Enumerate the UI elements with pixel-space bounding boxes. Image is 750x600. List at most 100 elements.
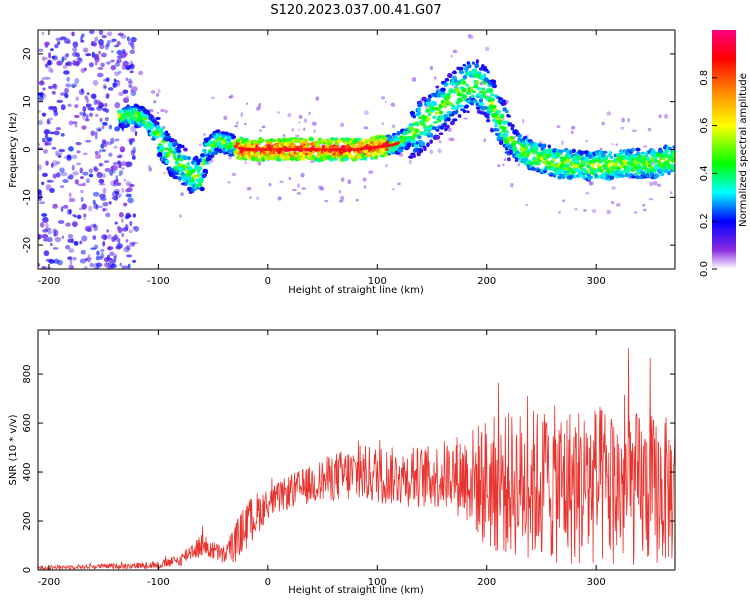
spectrogram-noise-blob xyxy=(112,82,118,88)
spectrogram-ridge-cell xyxy=(409,139,414,143)
spectrogram-noise-blob xyxy=(56,41,61,46)
spectrogram-noise-blob xyxy=(38,95,44,102)
spectrogram-ridge-cell xyxy=(607,163,611,168)
spectrogram-ridge-cell xyxy=(512,140,518,144)
spectrogram-halo-blob xyxy=(236,121,239,125)
spectrogram-halo-blob xyxy=(338,199,344,203)
spectrogram-ridge-cell xyxy=(660,157,666,161)
spectrogram-halo-blob xyxy=(633,211,638,214)
spectrogram-noise-blob xyxy=(88,173,94,178)
spectrogram-ridge-cell xyxy=(489,100,495,105)
spectrogram-halo-blob xyxy=(277,196,282,201)
spectrogram-noise-blob xyxy=(88,112,94,117)
spectrogram-halo-blob xyxy=(447,127,452,132)
spectrogram-noise-blob xyxy=(125,181,132,187)
colorbar-tick-label: 0.2 xyxy=(699,213,710,229)
spectrogram-noise-blob xyxy=(66,222,71,226)
spectrogram-noise-blob xyxy=(42,87,46,91)
spectrogram-noise-blob xyxy=(104,167,111,172)
spectrogram-noise-blob xyxy=(56,152,63,156)
spectrogram-ridge-cell xyxy=(651,151,657,155)
spectrogram-halo-blob xyxy=(585,192,590,195)
spectrogram-noise-blob xyxy=(52,203,58,209)
spectrogram-ridge-cell xyxy=(440,91,446,95)
spectrogram-ridge-cell xyxy=(588,175,594,180)
spectrogram-halo-blob xyxy=(180,192,184,197)
spectrogram-noise-blob xyxy=(98,183,106,186)
spectrogram-noise-blob xyxy=(114,126,121,132)
spectrogram-ridge-cell xyxy=(411,154,417,158)
colorbar-ticks: 0.0 0.2 0.4 0.6 0.8 xyxy=(699,70,717,277)
colorbar-tick-label: 0.0 xyxy=(699,261,710,277)
spectrogram-noise-blob xyxy=(46,138,51,142)
spectrogram-ridge-cell xyxy=(440,87,446,93)
spectrogram-ridge-cell xyxy=(176,148,182,154)
spectrogram-halo-blob xyxy=(642,145,648,148)
spectrogram-ridge-cell xyxy=(418,148,424,154)
spectrogram-halo-blob xyxy=(497,164,501,168)
spectrogram-ridge-cell xyxy=(604,156,609,160)
spectrogram-ridge-cell xyxy=(269,137,274,143)
spectrogram-ridge-cell xyxy=(571,148,576,154)
spectrogram-ridge-cell xyxy=(432,115,436,119)
spectrogram-halo-blob xyxy=(648,127,652,132)
spectrogram-ridge-cell xyxy=(409,111,416,115)
spectrogram-noise-blob xyxy=(92,191,100,197)
spectrogram-noise-blob xyxy=(107,245,114,251)
spectrogram-halo-blob xyxy=(261,125,266,129)
spectrogram-ridge-cell xyxy=(281,150,286,156)
spectrogram-ridge-cell xyxy=(221,134,226,138)
spectrogram-noise-blob xyxy=(107,233,112,240)
spectrogram-ridge-cell xyxy=(462,87,466,93)
spectrogram-halo-blob xyxy=(573,208,579,211)
spectrogram-ridge-cell xyxy=(451,71,457,75)
spectrogram-ridge-cell xyxy=(444,77,450,82)
spectrogram-ridge-cell xyxy=(514,159,519,162)
spectrogram-halo-blob xyxy=(228,96,232,99)
spectrogram-ridge-cell xyxy=(457,80,462,84)
spectrogram-ridge-cell xyxy=(507,157,511,162)
spectrogram-noise-blob xyxy=(43,250,50,257)
spectrogram-halo-blob xyxy=(606,210,611,215)
spectrogram-noise-blob xyxy=(52,160,59,167)
spectrogram-ridge-cell xyxy=(667,171,671,176)
spectrogram-ridge-cell xyxy=(155,121,160,126)
colorbar-gradient xyxy=(712,30,736,269)
spectrogram-halo-blob xyxy=(308,111,311,115)
spectrogram-ridge-cell xyxy=(475,59,480,64)
spectrogram-noise-blob xyxy=(123,202,128,207)
spectrogram-noise-blob xyxy=(106,229,110,233)
spectrogram-halo-blob xyxy=(363,185,367,189)
spectrogram-ridge-cell xyxy=(157,143,163,146)
spectrogram-noise-blob xyxy=(117,154,123,158)
spectrogram-halo-blob xyxy=(165,109,168,114)
spectrogram-noise-blob xyxy=(81,235,88,242)
spectrogram-halo-blob xyxy=(648,197,654,201)
spectrogram-noise-blob xyxy=(71,31,75,37)
spectrogram-noise-blob xyxy=(63,93,69,98)
snr-series-line xyxy=(38,348,675,570)
spectrogram-noise-blob xyxy=(112,82,117,88)
spectrogram-noise-blob xyxy=(74,179,79,185)
spectrogram-ridge-cell xyxy=(488,96,492,99)
spectrogram-noise-blob xyxy=(42,229,49,233)
spectrogram-noise-blob xyxy=(42,57,49,60)
spectrogram-noise-blob xyxy=(42,216,49,223)
spectrogram-ridge-cell xyxy=(626,148,630,153)
spectrogram-noise-blob xyxy=(95,262,103,268)
spectrogram-ridge-cell xyxy=(635,147,641,152)
spectrogram-ridge-cell xyxy=(307,142,313,146)
spectrogram-ridge-cell xyxy=(578,174,582,178)
spectrogram-x-tick-label: -200 xyxy=(38,276,61,287)
spectrogram-noise-blob xyxy=(64,244,71,250)
spectrogram-ridge-cell xyxy=(594,173,599,178)
spectrogram-noise-blob xyxy=(53,130,60,136)
spectrogram-ridge-cell xyxy=(475,80,480,85)
spectrogram-ridge-cell xyxy=(186,155,192,161)
spectrogram-noise-blob xyxy=(76,214,82,220)
spectrogram-ridge-cell xyxy=(446,92,451,97)
snr-x-tick-label: 200 xyxy=(477,577,496,588)
spectrogram-halo-blob xyxy=(203,133,206,136)
spectrogram-noise-blob xyxy=(47,76,51,80)
spectrogram-noise-blob xyxy=(44,41,50,46)
